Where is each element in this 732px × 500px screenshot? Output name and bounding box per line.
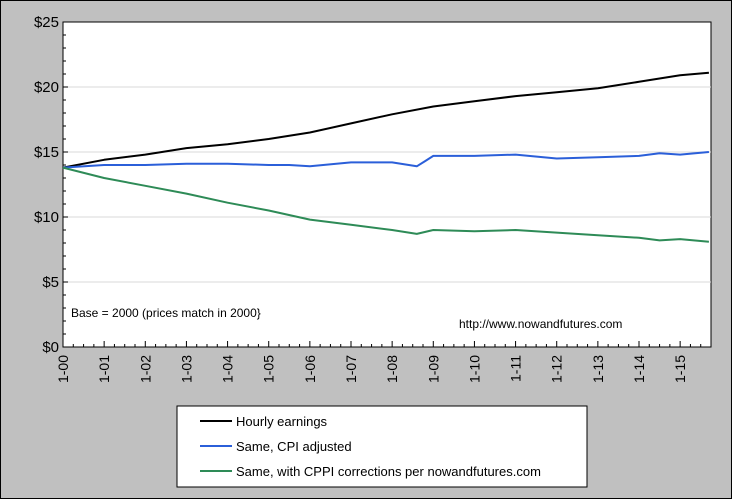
x-tick-label: 1-08: [384, 355, 400, 383]
y-tick-label: $10: [34, 209, 59, 226]
series-line-0: [62, 71, 709, 169]
base-note: Base = 2000 (prices match in 2000}: [71, 306, 261, 320]
x-tick-label: 1-12: [549, 355, 565, 383]
source-url-label: http://www.nowandfutures.com: [459, 317, 622, 331]
x-tick-label: 1-07: [343, 355, 359, 383]
plot-area: [62, 21, 712, 348]
x-tick-label: 1-03: [178, 355, 194, 383]
y-tick-label: $5: [42, 274, 59, 291]
x-tick-label: 1-06: [302, 355, 318, 383]
series-line-1: [62, 151, 709, 169]
legend-label-cpi-adjusted: Same, CPI adjusted: [236, 439, 352, 454]
x-tick-label: 1-01: [96, 355, 112, 383]
x-tick-label: 1-11: [508, 355, 524, 382]
legend-label-cppi-corrected: Same, with CPPI corrections per nowandfu…: [236, 464, 541, 479]
x-tick-label: 1-00: [55, 355, 71, 383]
y-tick-label: $0: [42, 339, 59, 356]
x-tick-label: 1-09: [425, 355, 441, 383]
y-axis: $0 $5 $10 $15 $20 $25: [34, 14, 68, 356]
y-tick-label: $20: [34, 79, 59, 96]
x-tick-label: 1-13: [590, 355, 606, 383]
series-lines: [62, 71, 709, 243]
series-line-2: [62, 166, 709, 243]
x-tick-label: 1-15: [672, 355, 688, 383]
x-tick-label: 1-04: [220, 355, 236, 383]
y-tick-label: $25: [34, 14, 59, 31]
legend: Hourly earnings Same, CPI adjusted Same,…: [176, 405, 588, 488]
y-tick-label: $15: [34, 144, 59, 161]
x-tick-label: 1-05: [261, 355, 277, 383]
x-tick-label: 1-02: [137, 355, 153, 383]
x-axis: 1-00 1-01 1-02 1-03 1-04 1-05 1-06 1-07 1-08 1-09…: [55, 341, 712, 383]
legend-label-hourly-earnings: Hourly earnings: [236, 414, 328, 429]
x-tick-label: 1-10: [466, 355, 482, 383]
x-tick-label: 1-14: [631, 355, 647, 383]
legend-box: [176, 405, 588, 488]
